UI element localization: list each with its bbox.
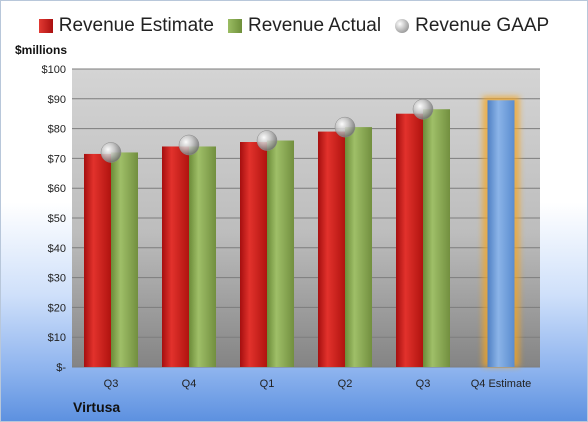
bar-revenue-actual (189, 146, 216, 367)
x-tick-label: Q2 (338, 378, 353, 390)
legend-swatch-actual (228, 19, 242, 33)
gridlines (72, 68, 540, 368)
y-tick-label: $60 (48, 183, 66, 195)
bar-revenue-actual (267, 140, 294, 367)
point-revenue-gaap (334, 116, 356, 138)
bars (84, 96, 520, 367)
point-revenue-gaap (256, 130, 278, 151)
x-tick-label: Q1 (260, 378, 275, 390)
legend-item-estimate: Revenue Estimate (38, 15, 214, 37)
bar-revenue-actual (345, 127, 372, 367)
legend-item-actual: Revenue Actual (228, 15, 381, 37)
legend-item-gaap: Revenue GAAP (395, 15, 549, 37)
bar-revenue-estimate (162, 146, 189, 367)
y-tick-label: $80 (48, 124, 66, 136)
y-tick-label: $90 (48, 94, 66, 106)
legend: Revenue Estimate Revenue Actual Revenue … (1, 15, 587, 37)
bar-revenue-estimate (240, 142, 267, 367)
legend-swatch-gaap (395, 19, 410, 33)
x-tick-label: Q4 (182, 378, 197, 390)
bar-revenue-estimate (318, 131, 345, 367)
y-tick-label: $- (56, 362, 66, 374)
legend-label-estimate: Revenue Estimate (58, 15, 214, 36)
x-tick-label: Q3 (104, 378, 119, 390)
company-name: Virtusa (73, 399, 121, 415)
legend-swatch-estimate (38, 19, 53, 33)
y-tick-label: $20 (48, 302, 66, 314)
y-axis-ticks: $- $10 $20 $30 $40 $50 $60 $70 $80 $90 $100 (42, 64, 67, 374)
legend-label-gaap: Revenue GAAP (415, 15, 550, 36)
point-revenue-gaap (178, 134, 200, 156)
legend-label-actual: Revenue Actual (248, 15, 382, 36)
y-tick-label: $30 (48, 273, 66, 285)
point-revenue-gaap (100, 142, 122, 163)
y-tick-label: $100 (42, 64, 66, 76)
point-revenue-gaap (412, 98, 434, 120)
y-tick-label: $50 (48, 213, 66, 225)
y-tick-label: $70 (48, 153, 66, 165)
bar-revenue-estimate (396, 113, 423, 367)
y-axis-unit-label: $millions (15, 43, 68, 57)
y-tick-label: $40 (48, 243, 66, 255)
bar-revenue-estimate (84, 153, 111, 367)
bar-revenue-actual (111, 152, 138, 367)
x-axis-ticks: Q3 Q4 Q1 Q2 Q3 Q4 Estimate (104, 378, 532, 390)
x-tick-label: Q4 Estimate (471, 378, 532, 390)
bar-revenue-actual (423, 109, 450, 367)
bar-q4-estimate (487, 100, 515, 367)
x-tick-label: Q3 (416, 378, 431, 390)
y-tick-label: $10 (48, 332, 66, 344)
